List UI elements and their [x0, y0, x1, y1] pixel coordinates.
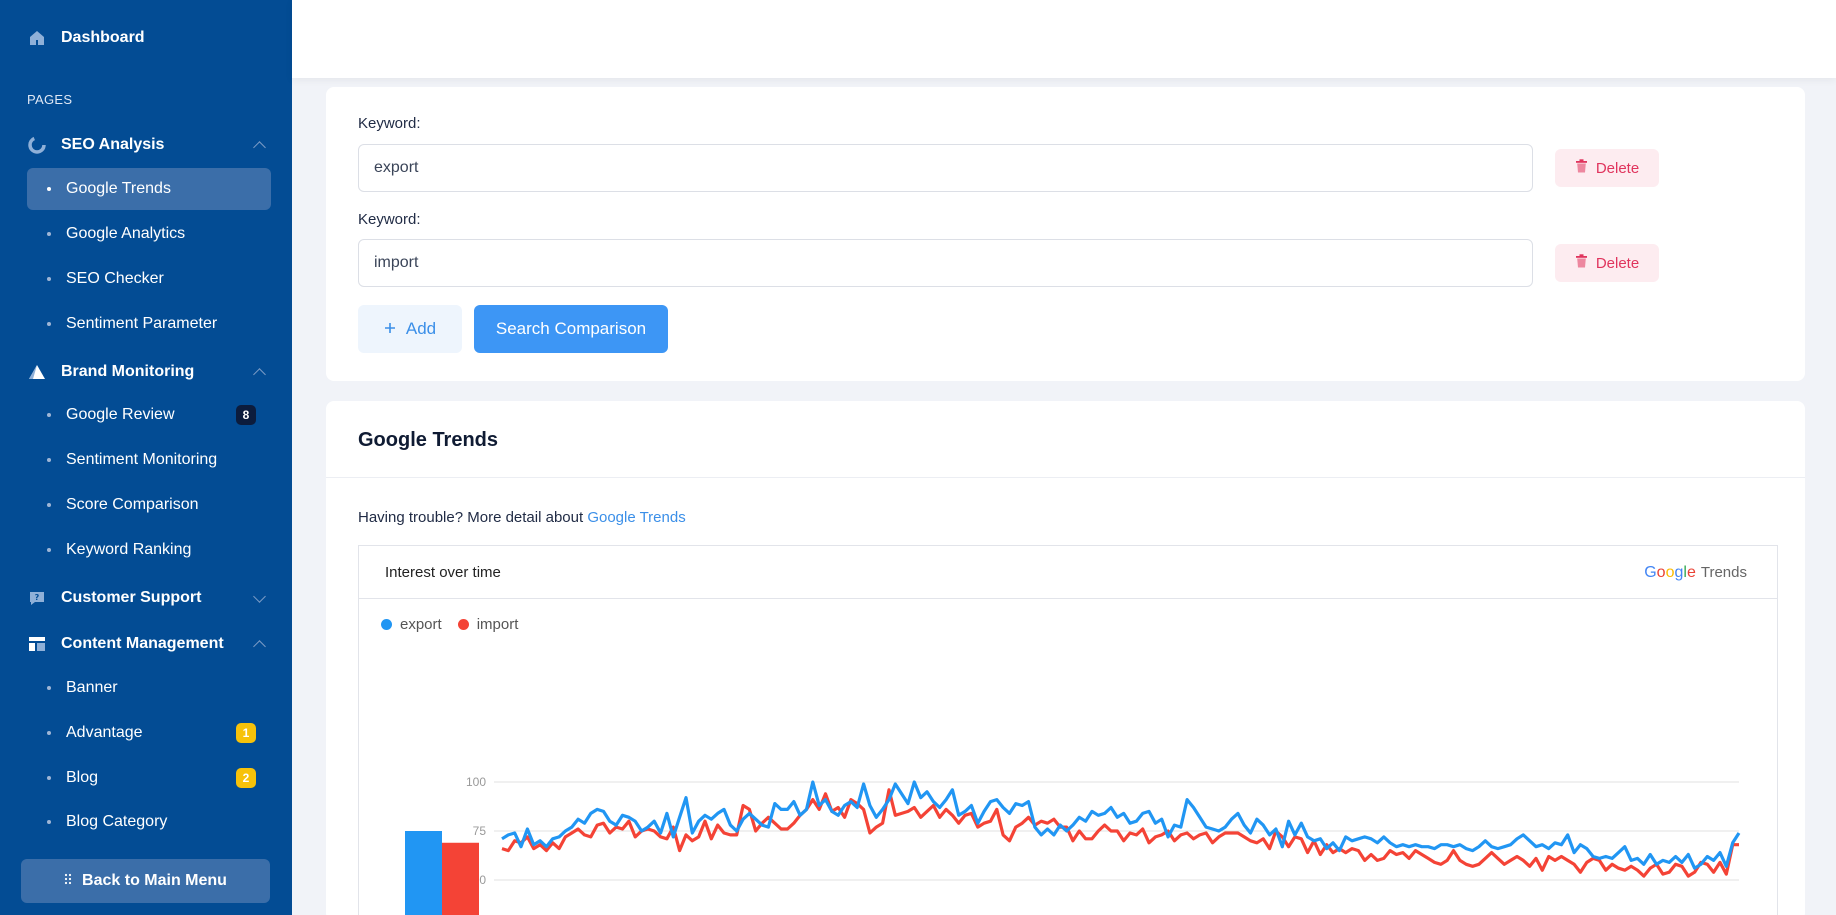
trash-icon — [1575, 159, 1588, 177]
add-label: Add — [405, 319, 437, 338]
delete-label: Delete — [1595, 159, 1640, 177]
sidebar-group-label: Customer Support — [61, 589, 202, 606]
triangle-icon — [27, 362, 47, 382]
y-tick-label: 100 — [466, 775, 486, 789]
sidebar-item-seo-checker[interactable]: SEO Checker — [27, 258, 271, 300]
sidebar-item-label: Advantage — [66, 724, 143, 741]
sidebar-item-label: Google Trends — [66, 180, 171, 197]
sidebar-dashboard-link[interactable]: Dashboard — [27, 28, 145, 48]
legend-swatch — [381, 619, 392, 630]
sidebar-item-google-trends[interactable]: Google Trends — [27, 168, 271, 210]
sidebar-group-brand-monitoring[interactable]: Brand Monitoring — [27, 362, 272, 382]
back-to-main-menu-button[interactable]: Back to Main Menu — [21, 859, 270, 903]
search-comparison-label: Search Comparison — [495, 319, 647, 338]
top-header — [292, 0, 1836, 78]
sidebar-item-label: Google Analytics — [66, 225, 186, 242]
chevron-down-icon — [253, 589, 266, 603]
sidebar-item-label: Score Comparison — [66, 496, 199, 513]
sidebar-item-blog[interactable]: Blog 2 — [27, 757, 271, 799]
sidebar-dashboard-label: Dashboard — [61, 29, 145, 46]
sidebar-item-label: SEO Checker — [66, 270, 164, 287]
back-button-label: Back to Main Menu — [82, 872, 227, 889]
sidebar-group-label: SEO Analysis — [61, 136, 165, 153]
sidebar-item-sentiment-monitoring[interactable]: Sentiment Monitoring — [27, 439, 271, 481]
chevron-up-icon — [253, 639, 266, 653]
svg-text:?: ? — [35, 593, 40, 602]
sidebar: Dashboard PAGES SEO Analysis Google Tren… — [0, 0, 292, 915]
google-trends-link[interactable]: Google Trends — [587, 509, 686, 526]
sidebar-item-google-analytics[interactable]: Google Analytics — [27, 213, 271, 255]
home-icon — [27, 28, 47, 48]
interest-over-time-chart: 255075100 — [405, 775, 1741, 915]
keyword-input-1[interactable] — [358, 144, 1533, 192]
sidebar-group-content-management[interactable]: Content Management — [27, 634, 272, 654]
help-text-label: Having trouble? More detail about — [358, 509, 584, 526]
count-badge: 2 — [236, 768, 256, 788]
sidebar-item-keyword-ranking[interactable]: Keyword Ranking — [27, 529, 271, 571]
legend-swatch — [457, 619, 469, 630]
chart-legend: export import — [381, 616, 518, 633]
donut-chart-icon — [27, 135, 47, 155]
legend-label: export — [400, 616, 442, 633]
sidebar-item-blog-category[interactable]: Blog Category — [27, 801, 271, 843]
help-text: Having trouble? More detail about Google… — [358, 509, 686, 526]
google-wordmark: Google — [1644, 564, 1696, 581]
sidebar-item-label: Sentiment Parameter — [66, 315, 218, 332]
sidebar-group-label: Brand Monitoring — [61, 363, 195, 380]
sidebar-item-label: Google Review — [66, 406, 175, 423]
sidebar-item-score-comparison[interactable]: Score Comparison — [27, 484, 271, 526]
trash-icon — [1575, 254, 1588, 272]
sidebar-item-label: Banner — [66, 679, 118, 696]
grid-dots-icon — [64, 872, 74, 890]
series-line-import — [501, 788, 1739, 878]
delete-label: Delete — [1595, 254, 1640, 272]
sidebar-item-banner[interactable]: Banner — [27, 667, 271, 709]
sidebar-item-google-review[interactable]: Google Review 8 — [27, 394, 271, 436]
search-comparison-button[interactable]: Search Comparison — [474, 305, 668, 353]
divider — [326, 477, 1805, 478]
widget-title: Interest over time — [385, 564, 501, 581]
sidebar-item-label: Blog Category — [66, 813, 168, 830]
layout-icon — [27, 634, 47, 654]
count-badge: 1 — [236, 723, 256, 743]
legend-label: import — [476, 616, 519, 633]
sidebar-item-advantage[interactable]: Advantage 1 — [27, 712, 271, 754]
add-keyword-button[interactable]: Add — [358, 305, 462, 353]
sidebar-section-label: PAGES — [27, 92, 73, 107]
delete-keyword-1-button[interactable]: Delete — [1555, 149, 1659, 187]
google-trends-logo: Google Trends — [1644, 564, 1747, 582]
delete-keyword-2-button[interactable]: Delete — [1555, 244, 1659, 282]
keyword-form-card: Keyword: Delete Keyword: Delete Add Sear… — [326, 87, 1805, 381]
sidebar-item-label: Blog — [66, 769, 99, 786]
average-bar-export — [405, 831, 442, 915]
trends-wordmark: Trends — [1700, 564, 1747, 581]
sidebar-group-label: Content Management — [61, 635, 224, 652]
sidebar-item-label: Keyword Ranking — [66, 541, 192, 558]
sidebar-item-sentiment-parameter[interactable]: Sentiment Parameter — [27, 303, 271, 345]
sidebar-item-label: Sentiment Monitoring — [66, 451, 218, 468]
average-bar-import — [442, 842, 479, 915]
google-trends-card: Google Trends Having trouble? More detai… — [326, 401, 1805, 915]
legend-item-import[interactable]: import — [457, 616, 519, 633]
count-badge: 8 — [236, 405, 256, 425]
keyword-input-2[interactable] — [358, 239, 1533, 287]
keyword-label: Keyword: — [358, 115, 421, 132]
trends-widget: Interest over time Google Trends export … — [358, 545, 1778, 915]
series-line-export — [501, 780, 1741, 870]
plus-icon — [384, 319, 396, 339]
keyword-label: Keyword: — [358, 211, 421, 228]
widget-header: Interest over time Google Trends — [359, 546, 1777, 599]
legend-item-export[interactable]: export — [381, 616, 442, 633]
sidebar-group-customer-support[interactable]: ? Customer Support — [27, 588, 272, 608]
card-title: Google Trends — [358, 429, 499, 451]
sidebar-group-seo-analysis[interactable]: SEO Analysis — [27, 135, 272, 155]
chevron-up-icon — [253, 367, 266, 381]
y-tick-label: 75 — [473, 824, 487, 838]
chat-bubble-icon: ? — [27, 588, 47, 608]
chevron-up-icon — [253, 140, 266, 154]
